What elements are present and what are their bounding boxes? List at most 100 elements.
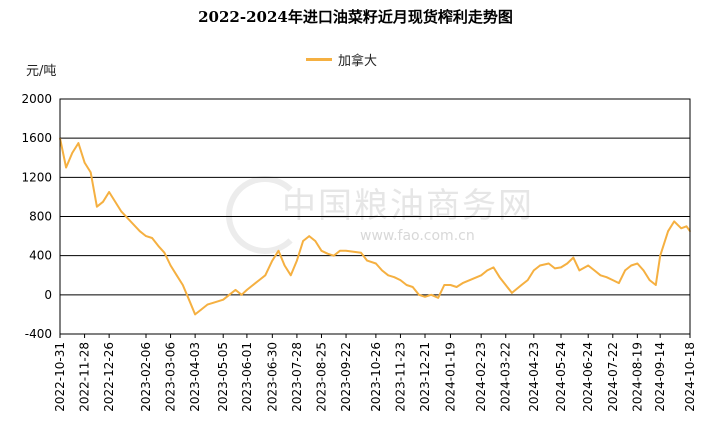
- data-point: [283, 264, 286, 267]
- y-tick-label: -400: [25, 327, 52, 341]
- x-tick-label: 2023-10-26: [369, 342, 383, 412]
- y-tick-label: 1600: [21, 131, 52, 145]
- data-point: [194, 313, 196, 316]
- data-point: [264, 274, 267, 277]
- x-tick-label: 2023-08-25: [314, 342, 328, 412]
- data-point: [234, 289, 237, 291]
- y-tick-label: 800: [29, 210, 52, 224]
- data-point: [642, 269, 645, 272]
- data-point: [566, 262, 568, 265]
- data-point: [200, 308, 203, 311]
- x-tick-label: 2024-03-22: [499, 342, 513, 412]
- data-point: [308, 235, 310, 237]
- chart-title: 2022-2024年进口油菜籽近月现货榨利走势图: [198, 8, 513, 26]
- data-point: [624, 269, 626, 272]
- data-point: [520, 284, 523, 286]
- data-point: [418, 294, 420, 296]
- data-point: [206, 303, 209, 306]
- data-point: [108, 191, 110, 193]
- data-point: [258, 279, 260, 281]
- data-point: [169, 264, 172, 267]
- x-tick-label: 2022-10-31: [53, 342, 67, 412]
- data-point: [560, 266, 562, 269]
- data-point: [572, 256, 575, 259]
- data-point: [271, 259, 274, 262]
- data-point: [533, 269, 535, 272]
- x-tick-label: 2023-11-23: [393, 342, 407, 412]
- data-point: [539, 264, 541, 267]
- data-point: [102, 201, 104, 203]
- y-tick-label: 2000: [21, 92, 52, 106]
- plot-frame: [59, 98, 691, 335]
- data-point: [486, 269, 489, 272]
- data-point: [77, 142, 80, 144]
- x-tick-label: 2022-11-28: [78, 342, 92, 412]
- data-point: [673, 220, 676, 223]
- data-point: [599, 274, 602, 277]
- data-point: [618, 282, 620, 284]
- data-point: [461, 282, 464, 284]
- data-point: [411, 286, 414, 288]
- legend-swatch: [306, 58, 332, 61]
- data-point: [83, 161, 86, 164]
- chart-legend: 加拿大: [306, 50, 377, 69]
- data-point: [222, 298, 225, 301]
- x-tick-label: 2024-06-24: [581, 342, 595, 412]
- watermark-url: www.fao.com.cn: [360, 228, 475, 244]
- data-point: [188, 298, 190, 301]
- data-point: [636, 262, 639, 265]
- data-point: [648, 279, 651, 281]
- data-point: [387, 274, 389, 277]
- legend-label: 加拿大: [338, 54, 378, 69]
- x-tick-label: 2023-06-30: [265, 342, 279, 412]
- data-point: [289, 274, 292, 277]
- data-point: [492, 266, 495, 269]
- data-point: [685, 225, 688, 228]
- data-point: [296, 259, 298, 262]
- x-tick-labels: 2022-10-31 2022-11-28 2022-12-26 2023-02-06…: [53, 334, 697, 412]
- data-point: [667, 230, 669, 232]
- x-tick-label: 2023-03-06: [164, 342, 178, 412]
- data-point: [182, 284, 184, 286]
- y-axis-unit: 元/吨: [26, 64, 57, 79]
- data-point: [145, 235, 147, 237]
- data-point: [399, 279, 402, 281]
- data-point: [157, 245, 160, 247]
- data-point: [246, 289, 248, 291]
- data-point: [302, 240, 304, 242]
- series-line-canada: [59, 137, 691, 316]
- data-point: [593, 269, 596, 272]
- data-point: [654, 284, 657, 286]
- data-point: [360, 251, 362, 254]
- x-tick-label: 2024-02-23: [474, 342, 488, 412]
- x-tick-label: 2024-08-19: [630, 342, 644, 412]
- data-point: [393, 276, 396, 279]
- data-point: [332, 254, 335, 257]
- data-point: [375, 262, 377, 265]
- data-point: [65, 166, 67, 169]
- data-point: [228, 294, 231, 296]
- x-tick-label: 2023-06-01: [240, 342, 254, 412]
- y-tick-label: 0: [44, 288, 52, 302]
- x-tick-label: 2024-10-18: [683, 342, 697, 412]
- data-point: [277, 249, 280, 252]
- data-point: [605, 276, 608, 279]
- data-point: [511, 292, 513, 294]
- data-point: [554, 267, 556, 270]
- x-tick-label: 2023-07-28: [290, 342, 304, 412]
- data-point: [480, 274, 482, 277]
- data-point: [680, 227, 683, 230]
- watermark-text: 中国粮油商务网: [282, 186, 534, 226]
- y-tick-labels: -400 0 400 800 1200 1600 2000: [21, 92, 52, 341]
- data-point: [212, 301, 215, 304]
- watermark-logo-icon: [226, 176, 304, 254]
- data-point: [163, 251, 166, 254]
- data-point: [139, 230, 141, 232]
- x-tick-label: 2024-01-19: [443, 342, 457, 412]
- x-tick-label: 2022-12-26: [102, 342, 116, 412]
- data-point: [578, 269, 581, 272]
- data-point: [366, 259, 368, 262]
- x-tick-label: 2024-09-14: [653, 342, 667, 412]
- data-point: [504, 284, 507, 286]
